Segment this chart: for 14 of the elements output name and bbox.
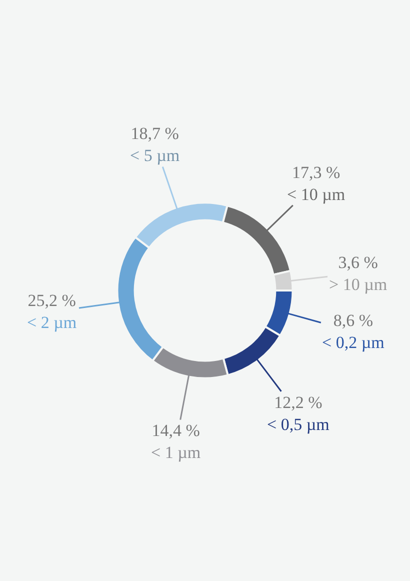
data-label: 18,7 % bbox=[130, 124, 179, 143]
data-label: 17,3 % bbox=[292, 163, 340, 182]
data-label: 14,4 % bbox=[152, 421, 200, 440]
data-label: 25,2 % bbox=[28, 291, 76, 310]
slice-label: < 2 µm bbox=[27, 313, 77, 332]
slice-label: < 5 µm bbox=[130, 146, 180, 166]
slice-label: < 0,5 µm bbox=[267, 415, 330, 434]
data-label: 12,2 % bbox=[274, 393, 322, 412]
slice-label: < 10 µm bbox=[287, 185, 346, 204]
data-label: 3,6 % bbox=[338, 253, 378, 272]
slice-label: < 1 µm bbox=[151, 443, 201, 462]
slice-label: > 10 µm bbox=[329, 275, 388, 294]
slice-label: < 0,2 µm bbox=[322, 333, 384, 352]
data-label: 8,6 % bbox=[333, 311, 374, 330]
